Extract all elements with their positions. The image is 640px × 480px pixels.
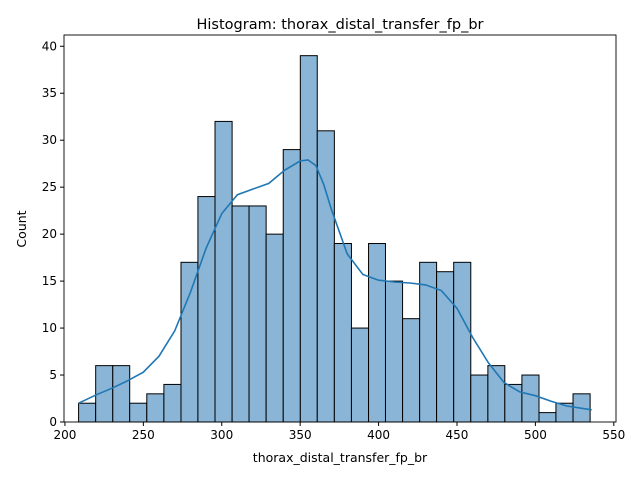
histogram-bar [282, 149, 301, 423]
y-tick-label: 25 [42, 180, 57, 194]
y-tick-label: 35 [42, 86, 57, 100]
histogram-bar [146, 393, 165, 423]
y-tick-label: 15 [42, 274, 57, 288]
x-tick-label: 500 [524, 428, 547, 442]
axes-frame [63, 34, 617, 423]
x-tick-label: 250 [132, 428, 155, 442]
y-tick-label: 20 [42, 227, 57, 241]
histogram-bar [299, 55, 318, 423]
x-axis-label: thorax_distal_transfer_fp_br [253, 450, 428, 465]
x-tick-label: 450 [446, 428, 469, 442]
histogram-bar [350, 327, 370, 423]
histogram-bar [521, 374, 540, 423]
histogram-bar [265, 233, 284, 423]
y-axis-label: Count [14, 210, 29, 247]
histogram-bar [384, 280, 404, 423]
histogram-bar [214, 120, 233, 423]
y-tick-label: 0 [49, 415, 57, 429]
x-tick-label: 400 [367, 428, 390, 442]
y-tick-label: 40 [42, 39, 57, 53]
histogram-bar [248, 205, 267, 423]
chart-title: Histogram: thorax_distal_transfer_fp_br [196, 17, 483, 33]
x-tick-label: 550 [602, 428, 625, 442]
kde-curve [78, 159, 592, 411]
histogram-bar [163, 383, 182, 423]
histogram-bar [538, 412, 557, 423]
histogram-bar [129, 402, 148, 423]
y-axis-ticks: 0 5 10 15 20 25 30 35 40 [42, 39, 64, 429]
histogram-bar [180, 261, 199, 423]
x-tick-label: 350 [289, 428, 312, 442]
x-axis-ticks: 200 250 300 350 400 450 500 550 [53, 422, 625, 442]
y-tick-label: 10 [42, 321, 57, 335]
y-tick-label: 30 [42, 133, 57, 147]
x-tick-label: 200 [53, 428, 76, 442]
histogram-bar [504, 383, 523, 423]
histogram-bar [368, 243, 386, 423]
histogram-bar [402, 318, 421, 423]
histogram-bar [453, 261, 472, 423]
histogram-bar [470, 374, 489, 423]
y-tick-label: 5 [49, 368, 57, 382]
histogram-bar [333, 243, 352, 423]
histogram-bar [231, 205, 250, 423]
histogram-bar [78, 402, 97, 423]
histogram-bar [197, 196, 216, 423]
x-tick-label: 300 [210, 428, 233, 442]
histogram-bar [112, 365, 131, 423]
